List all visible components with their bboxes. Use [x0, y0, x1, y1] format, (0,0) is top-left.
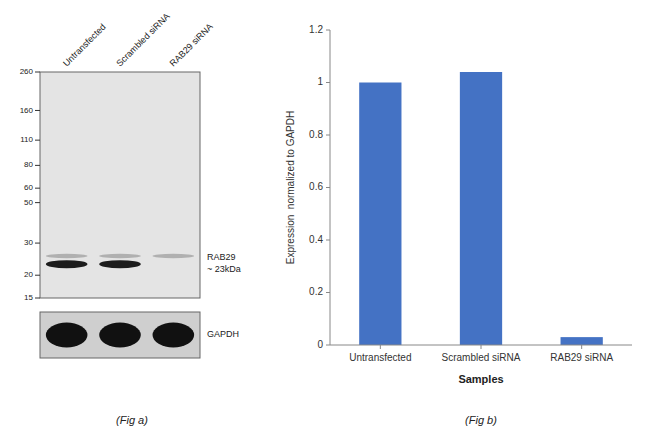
- x-axis-label: Samples: [458, 373, 503, 385]
- bar: [359, 83, 401, 346]
- mw-tick: [35, 165, 40, 166]
- y-tick-label: 0.4: [309, 234, 323, 245]
- mw-label: 60: [24, 183, 33, 192]
- figure: 260160110806050302015UntransfectedScramb…: [0, 0, 650, 437]
- x-tick: [481, 345, 482, 349]
- bar-chart: 0 0.2 0.4 0.6 0.8 1 1.2 Untransfected Scrambled …: [285, 24, 632, 426]
- mw-label: 80: [24, 160, 33, 169]
- bands: [46, 254, 194, 268]
- y-tick: [326, 187, 330, 188]
- band: [99, 254, 141, 258]
- mw-label: 160: [20, 106, 34, 115]
- band: [46, 254, 88, 258]
- y-tick-label: 0: [317, 339, 323, 350]
- bar: [561, 337, 603, 345]
- blot-membrane: [40, 72, 200, 298]
- mw-tick: [35, 188, 40, 189]
- y-tick: [326, 135, 330, 136]
- control-label: GAPDH: [207, 329, 239, 339]
- band-label: RAB29 ~ 23kDa: [207, 253, 241, 275]
- y-axis-label: Expression normalized to GAPDH: [285, 111, 296, 264]
- mw-tick: [35, 72, 40, 73]
- x-tick-label: Scrambled siRNA: [442, 352, 521, 363]
- mw-label: 30: [24, 238, 33, 247]
- y-tick-label: 0.2: [309, 286, 323, 297]
- y-tick: [326, 30, 330, 31]
- control-band: [46, 323, 88, 348]
- mw-label: 260: [20, 67, 34, 76]
- x-tick: [581, 345, 582, 349]
- lane-label: Untransfected: [61, 22, 108, 69]
- x-tick-label: RAB29 siRNA: [550, 352, 613, 363]
- mw-label: 50: [24, 198, 33, 207]
- y-tick-label: 1: [317, 76, 323, 87]
- bar: [460, 72, 502, 345]
- y-tick: [326, 292, 330, 293]
- band: [99, 260, 141, 268]
- lane-label: RAB29 siRNA: [168, 21, 215, 68]
- control-membrane: [40, 312, 200, 358]
- mw-label: 20: [24, 270, 33, 279]
- mw-tick: [35, 243, 40, 244]
- y-tick-label: 0.6: [309, 181, 323, 192]
- mw-label: 110: [20, 135, 33, 144]
- blot: 260 160 110 80 60 50 30 20 15 UntransfectedScramb…: [20, 11, 241, 426]
- lane-label: Scrambled siRNA: [114, 11, 171, 68]
- mw-label: 15: [24, 293, 33, 302]
- mw-tick: [35, 298, 40, 299]
- mw-tick: [35, 202, 40, 203]
- band-label-line: ~ 23kDa: [207, 265, 241, 275]
- y-tick: [326, 82, 330, 83]
- mw-tick: [35, 140, 40, 141]
- y-tick-label: 0.8: [309, 129, 323, 140]
- x-tick-label: Untransfected: [349, 352, 411, 363]
- y-tick: [326, 240, 330, 241]
- band: [153, 254, 195, 258]
- y-tick-label: 1.2: [309, 24, 323, 35]
- bars: [359, 72, 603, 345]
- caption: (Fig a): [116, 414, 148, 426]
- mw-tick: [35, 275, 40, 276]
- mw-tick: [35, 110, 40, 111]
- band-label-line: RAB29: [207, 253, 236, 263]
- caption: (Fig b): [465, 414, 497, 426]
- y-tick: [326, 345, 330, 346]
- x-tick: [380, 345, 381, 349]
- control-band: [153, 323, 195, 348]
- band: [46, 260, 88, 268]
- control-band: [99, 323, 141, 348]
